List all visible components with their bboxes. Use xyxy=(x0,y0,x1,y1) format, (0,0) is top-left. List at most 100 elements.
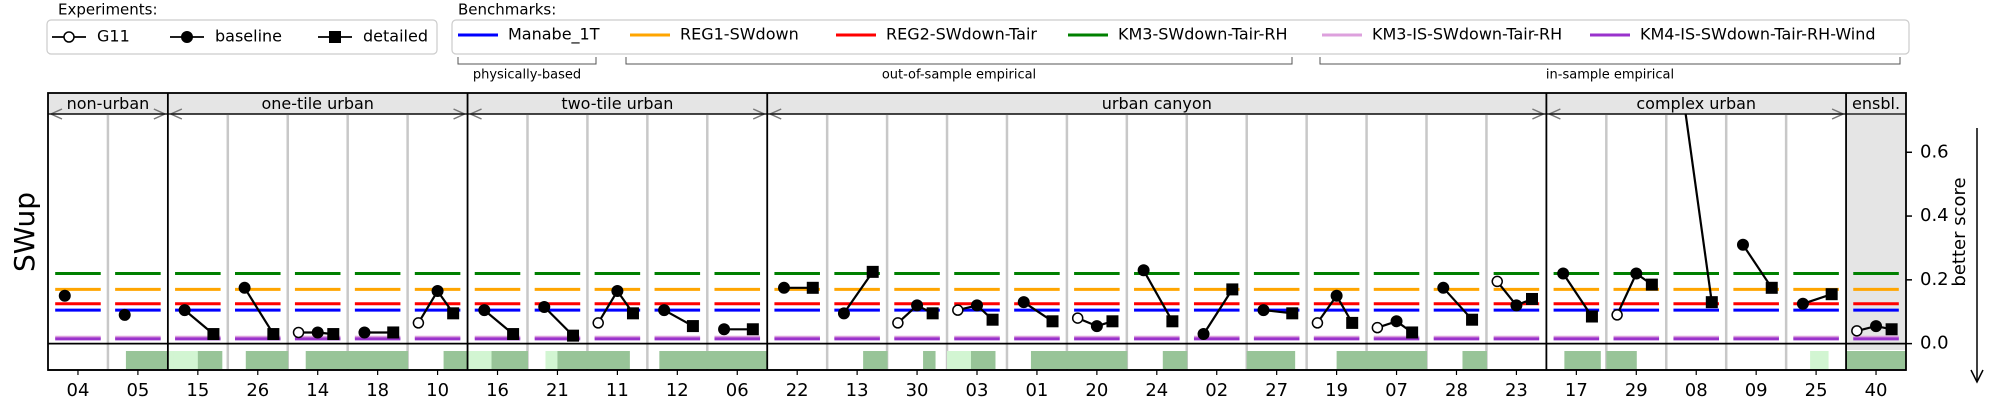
x-tick-label-25: 25 xyxy=(1805,380,1828,401)
legend-label-benchmark-2: REG1-SWdown xyxy=(680,25,799,44)
x-tick-label-22: 22 xyxy=(786,380,809,401)
forcing-bar-segment xyxy=(455,351,463,369)
forcing-bar-segment xyxy=(1618,351,1625,369)
bracket-label-2: out-of-sample empirical xyxy=(882,68,1036,83)
point-baseline-09 xyxy=(1736,238,1749,251)
point-baseline-17 xyxy=(1557,267,1570,280)
forcing-bar-segment xyxy=(1174,351,1182,369)
forcing-bar-segment xyxy=(611,351,618,369)
experiment-connector xyxy=(1562,272,1593,318)
group-label-0: non-urban xyxy=(67,94,150,113)
point-baseline-05 xyxy=(118,308,131,321)
forcing-bar-segment xyxy=(965,351,972,369)
group-header-3 xyxy=(767,93,1547,114)
bracket-label-1: physically-based xyxy=(473,68,581,83)
forcing-bar-segment xyxy=(659,351,666,369)
forcing-bar-segment xyxy=(665,351,672,369)
forcing-bar-segment xyxy=(1354,351,1362,369)
point-baseline-28 xyxy=(1437,281,1450,294)
forcing-bar-segment xyxy=(1582,351,1589,369)
point-baseline-19 xyxy=(1330,289,1343,302)
x-tick-label-02: 02 xyxy=(1205,380,1228,401)
point-baseline-13 xyxy=(837,307,850,320)
forcing-bar-segment xyxy=(167,351,175,369)
forcing-bar-segment xyxy=(179,351,187,369)
forcing-bar-segment xyxy=(593,351,600,369)
forcing-bar-segment xyxy=(173,351,181,369)
forcing-bar-segment xyxy=(353,351,361,369)
forcing-bar-segment xyxy=(443,351,451,369)
forcing-bar-segment xyxy=(485,351,493,369)
legend-marker-baseline xyxy=(181,31,193,43)
forcing-bar-segment xyxy=(1606,351,1613,369)
bracket-3 xyxy=(1319,57,1901,65)
point-detailed-02 xyxy=(1226,283,1239,296)
forcing-bar-segment xyxy=(695,351,702,369)
forcing-bar-segment xyxy=(497,351,505,369)
x-tick-label-14: 14 xyxy=(306,380,329,401)
forcing-bar-segment xyxy=(311,351,319,369)
forcing-bar-segment xyxy=(971,351,978,369)
forcing-bar-segment xyxy=(701,351,708,369)
point-detailed-27 xyxy=(1286,307,1299,320)
forcing-bar-segment xyxy=(605,351,612,369)
forcing-bar-segment xyxy=(1870,351,1877,369)
point-detailed-17 xyxy=(1585,310,1598,323)
forcing-bar-segment xyxy=(1276,351,1284,369)
forcing-bar-segment xyxy=(719,351,726,369)
forcing-bar-segment xyxy=(509,351,516,369)
x-tick-label-11: 11 xyxy=(606,380,629,401)
forcing-bar-segment xyxy=(1384,351,1392,369)
x-tick-label-13: 13 xyxy=(846,380,869,401)
forcing-bar-segment xyxy=(449,351,457,369)
forcing-bar-segment xyxy=(581,351,588,369)
point-detailed-28 xyxy=(1466,313,1479,326)
forcing-bar-segment xyxy=(203,351,211,369)
forcing-bar-segment xyxy=(1252,351,1260,369)
forcing-bar-segment xyxy=(599,351,606,369)
forcing-bar-segment xyxy=(1822,351,1829,369)
bracket-label-3: in-sample empirical xyxy=(1546,68,1674,83)
experiment-connector xyxy=(243,287,275,335)
forcing-bar-segment xyxy=(731,351,738,369)
point-detailed-40 xyxy=(1885,323,1898,336)
forcing-bar-segment xyxy=(1888,351,1895,369)
forcing-bar-segment xyxy=(347,351,355,369)
ensemble-background xyxy=(1846,93,1906,350)
point-detailed-10 xyxy=(447,307,460,320)
forcing-bar-segment xyxy=(215,351,223,369)
forcing-bar-segment xyxy=(749,351,756,369)
forcing-bar-segment xyxy=(1570,351,1577,369)
point-detailed-11 xyxy=(626,307,639,320)
forcing-bar-segment xyxy=(1246,351,1254,369)
x-tick-label-05: 05 xyxy=(126,380,149,401)
forcing-bar-segment xyxy=(557,351,564,369)
forcing-bar-segment xyxy=(1588,351,1595,369)
forcing-bar-segment xyxy=(1420,351,1428,369)
forcing-bar-segment xyxy=(515,351,522,369)
forcing-bar-segment xyxy=(185,351,193,369)
point-detailed-09 xyxy=(1765,281,1778,294)
y-tick-label-0: 0.0 xyxy=(1920,333,1949,354)
x-tick-label-21: 21 xyxy=(546,380,569,401)
forcing-bar-segment xyxy=(725,351,732,369)
point-baseline-20 xyxy=(1090,320,1103,333)
y-tick-label-2: 0.4 xyxy=(1920,205,1949,226)
forcing-bar-segment xyxy=(275,351,283,369)
x-tick-label-01: 01 xyxy=(1025,380,1048,401)
forcing-bar-segment xyxy=(191,351,199,369)
forcing-bar-segment xyxy=(959,351,966,369)
forcing-bar-segment xyxy=(377,351,385,369)
group-label-2: two-tile urban xyxy=(561,94,673,113)
point-baseline-22 xyxy=(778,281,791,294)
forcing-bar-segment xyxy=(161,351,169,369)
forcing-bar-segment xyxy=(953,351,960,369)
x-tick-label-06: 06 xyxy=(726,380,749,401)
forcing-bar-segment xyxy=(587,351,594,369)
forcing-bar-segment xyxy=(1876,351,1883,369)
legend-label-benchmark-3: REG2-SWdown-Tair xyxy=(886,25,1037,44)
forcing-bar-segment xyxy=(383,351,391,369)
forcing-bar-segment xyxy=(863,351,870,369)
forcing-bar-segment xyxy=(467,351,475,369)
forcing-bar-segment xyxy=(569,351,576,369)
